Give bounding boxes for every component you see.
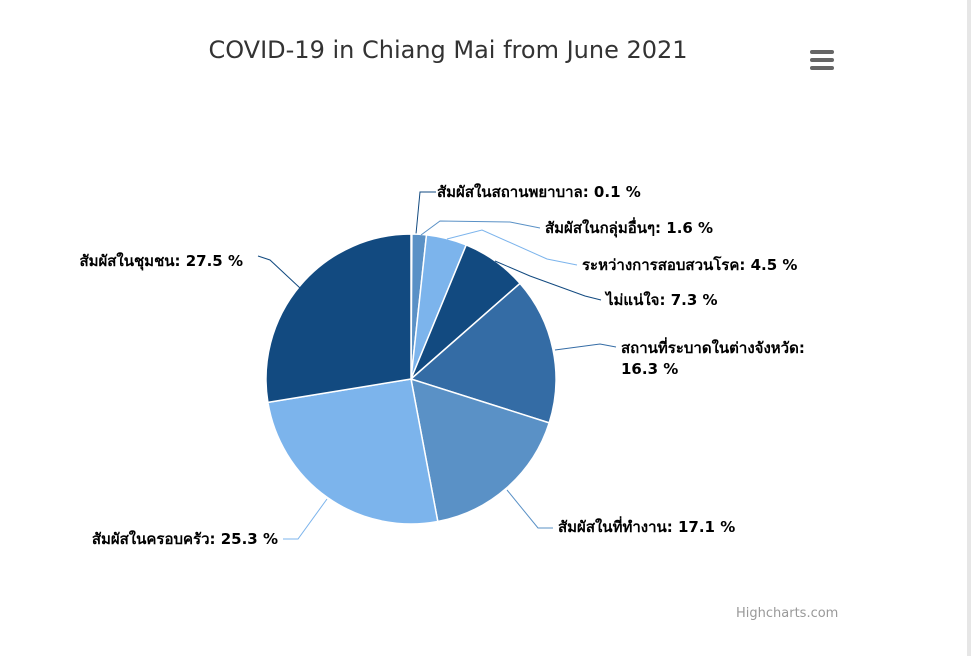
data-label-connector <box>415 191 436 235</box>
hamburger-menu-icon-bar <box>810 66 834 70</box>
data-label-connector <box>283 498 328 540</box>
data-label-connector <box>420 220 541 236</box>
data-label-connector <box>494 260 602 301</box>
data-label-connector <box>554 343 617 351</box>
data-label: สัมผัสในครอบครัว: 25.3 % <box>92 530 278 548</box>
context-menu-button[interactable] <box>802 44 842 76</box>
data-label: สัมผัสในชุมชน: 27.5 % <box>79 252 243 271</box>
data-label-value: 16.3 % <box>621 360 678 378</box>
data-label-connector <box>257 255 301 289</box>
data-label: สถานที่ระบาดในต่างจังหวัด: <box>621 337 805 357</box>
pie-slice[interactable] <box>410 378 550 523</box>
hamburger-menu-icon-bar <box>810 58 834 62</box>
chart-title: COVID-19 in Chiang Mai from June 2021 <box>208 36 688 64</box>
frame-edge <box>967 0 971 656</box>
credits-link[interactable]: Highcharts.com <box>736 606 839 621</box>
data-label-connector <box>446 229 578 266</box>
data-label-connector <box>506 489 553 529</box>
data-label: สัมผัสในที่ทำงาน: 17.1 % <box>558 516 735 536</box>
data-label: สัมผัสในสถานพยาบาล: 0.1 % <box>437 183 641 201</box>
pie-slice[interactable] <box>410 282 557 424</box>
data-label: ระหว่างการสอบสวนโรค: 4.5 % <box>582 255 797 274</box>
data-label: ไม่แน่ใจ: 7.3 % <box>604 290 718 309</box>
hamburger-menu-icon <box>810 50 834 54</box>
data-label: สัมผัสในกลุ่มอื่นๆ: 1.6 % <box>545 217 713 238</box>
pie-slice[interactable] <box>265 233 412 404</box>
pie-slice[interactable] <box>267 378 439 525</box>
